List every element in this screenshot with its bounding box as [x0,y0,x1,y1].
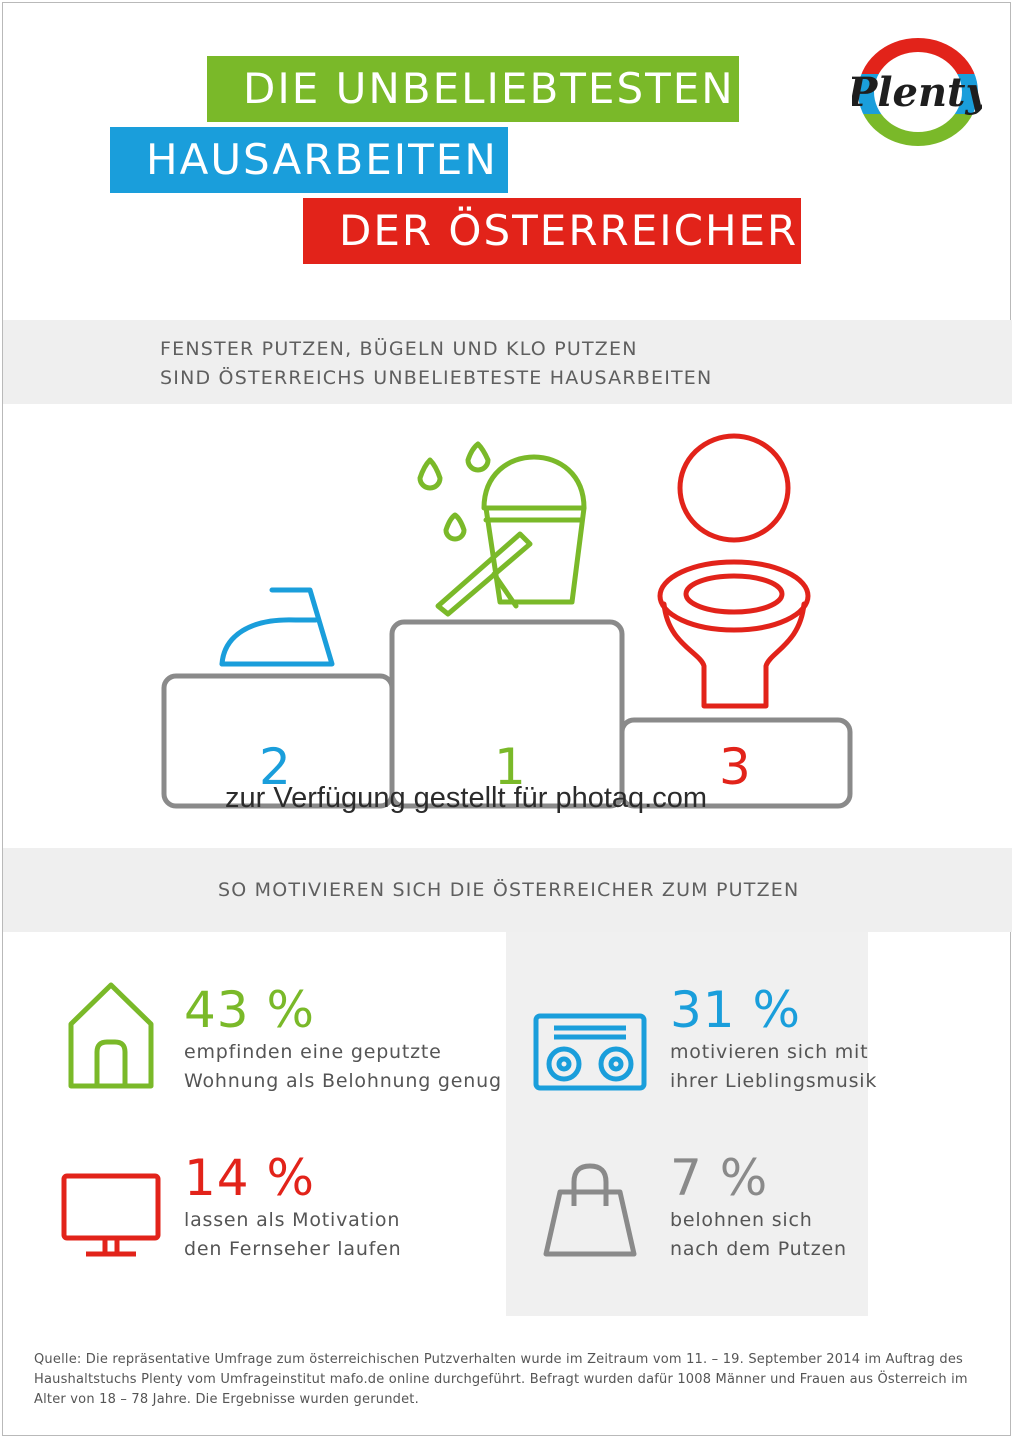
stat-14: 14 % lassen als Motivation den Fernseher… [184,1150,402,1264]
stat-desc-line2: Wohnung als Belohnung genug [184,1070,502,1092]
podium-block-1 [389,619,625,809]
stat-desc-line2: ihrer Lieblingsmusik [670,1070,878,1092]
title-line-2: HAUSARBEITEN [110,127,508,193]
stat-7: 7 % belohnen sich nach dem Putzen [670,1150,847,1264]
section1-heading-line1: FENSTER PUTZEN, BÜGELN UND KLO PUTZEN [160,338,638,360]
section1-heading-line2: SIND ÖSTERREICHS UNBELIEBTESTE HAUSARBEI… [160,367,713,389]
podium-block-3 [619,717,853,809]
section-band-2 [3,848,1012,932]
stat-value: 43 % [184,981,316,1039]
stat-value: 7 % [670,1149,769,1207]
podium-rank-2: 2 [259,738,291,796]
stereo-icon [533,1013,647,1091]
source-note: Quelle: Die repräsentative Umfrage zum ö… [34,1352,968,1407]
bucket-squeegee-icon [417,441,587,617]
shopping-bag-icon [543,1163,637,1257]
stat-desc-line2: den Fernseher laufen [184,1238,402,1260]
tv-icon [61,1173,161,1257]
iron-icon [219,587,335,667]
podium-rank-3: 3 [719,738,751,796]
stat-desc-line1: lassen als Motivation [184,1209,401,1231]
stat-desc-line1: motivieren sich mit [670,1041,869,1063]
podium-rank-1: 1 [494,738,526,796]
stat-31: 31 % motivieren sich mit ihrer Lieblings… [670,982,877,1096]
stat-desc-line1: empfinden eine geputzte [184,1041,442,1063]
stat-desc-line2: nach dem Putzen [670,1238,847,1260]
title-line-1: DIE UNBELIEBTESTEN [207,56,739,122]
section-band-1 [3,320,1012,404]
podium-graphic [161,433,853,809]
watermark: zur Verfügung gestellt für photaq.com [225,782,708,814]
svg-text:Plenty: Plenty [852,69,982,116]
section2-heading: SO MOTIVIEREN SICH DIE ÖSTERREICHER ZUM … [218,879,800,901]
title-line-3: DER ÖSTERREICHER [303,198,801,264]
plenty-logo: Plenty [852,38,982,146]
stat-desc-line1: belohnen sich [670,1209,813,1231]
stat-value: 14 % [184,1149,316,1207]
podium-area [3,404,1012,848]
stat-value: 31 % [670,981,802,1039]
house-icon [68,982,154,1089]
stat-43: 43 % empfinden eine geputzte Wohnung als… [184,982,502,1096]
toilet-icon [657,433,811,709]
